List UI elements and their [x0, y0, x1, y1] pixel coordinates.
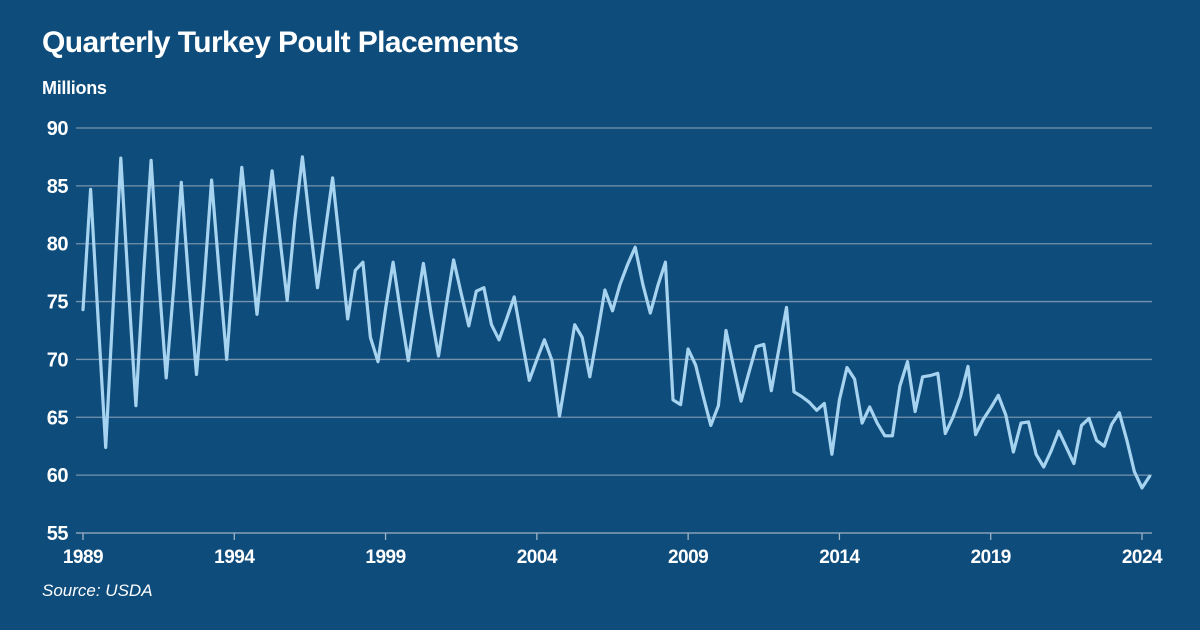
- x-tick-label-1999: 1999: [365, 547, 405, 568]
- chart-title: Quarterly Turkey Poult Placements: [42, 26, 519, 59]
- y-axis-units-label: Millions: [42, 78, 107, 98]
- y-tick-label-70: 70: [47, 349, 69, 371]
- y-tick-label-60: 60: [47, 465, 69, 487]
- y-tick-label-55: 55: [47, 523, 69, 545]
- y-tick-label-85: 85: [47, 176, 69, 198]
- x-tick-label-2004: 2004: [517, 547, 558, 568]
- y-tick-label-75: 75: [47, 292, 69, 314]
- x-tick-label-2009: 2009: [668, 547, 708, 568]
- y-tick-label-90: 90: [47, 118, 69, 140]
- x-tick-label-1994: 1994: [214, 547, 255, 568]
- x-tick-label-2024: 2024: [1122, 547, 1163, 568]
- x-tick-label-2019: 2019: [971, 547, 1011, 568]
- y-tick-label-80: 80: [47, 234, 69, 256]
- source-note: Source: USDA: [42, 581, 153, 600]
- y-tick-label-65: 65: [47, 407, 69, 429]
- data-line-poult-placements: [81, 155, 1152, 490]
- x-tick-label-2014: 2014: [819, 547, 860, 568]
- x-tick-label-1989: 1989: [63, 547, 103, 568]
